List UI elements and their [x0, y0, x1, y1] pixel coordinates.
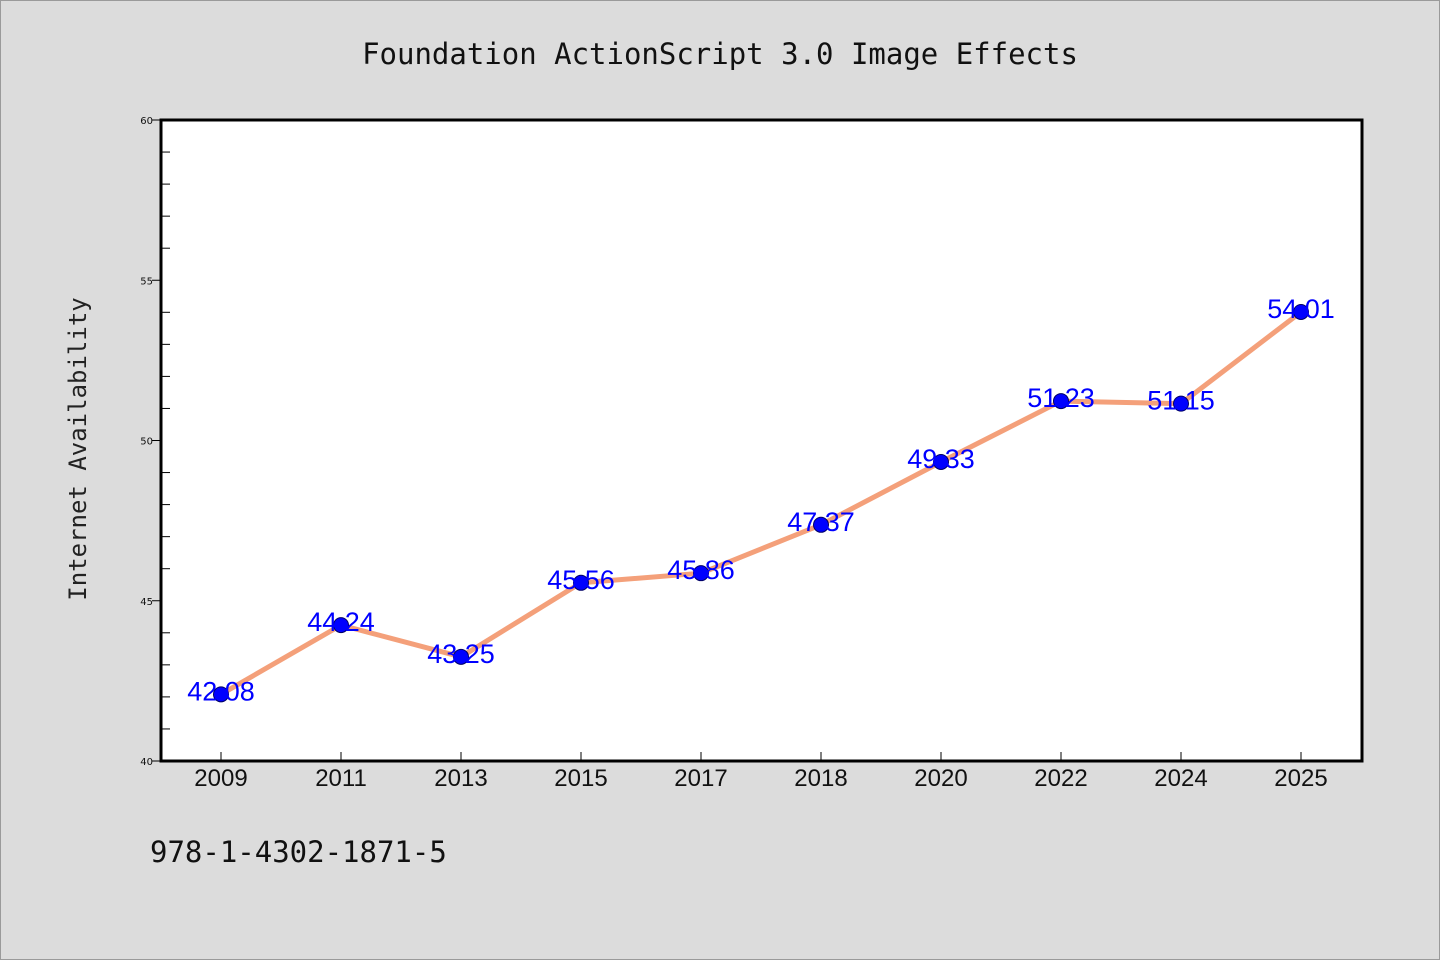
x-tick-label: 2018 [794, 765, 847, 792]
data-point-marker [813, 516, 829, 533]
x-tick-label: 2024 [1154, 765, 1207, 792]
isbn-note: 978-1-4302-1871-5 [150, 835, 447, 869]
series-line [218, 309, 1304, 697]
x-tick-label: 2013 [434, 765, 487, 792]
y-axis-label: Internet Availability [64, 297, 92, 600]
data-point-marker [1173, 395, 1189, 412]
y-axis: 40 45 50 55 60 [140, 116, 170, 768]
data-label: 44.24 [307, 607, 375, 637]
x-tick-label: 2009 [194, 765, 247, 792]
data-point-marker [933, 453, 949, 470]
y-tick-label: 60 [140, 116, 153, 127]
y-tick-label: 40 [140, 757, 153, 768]
x-tick-label: 2017 [674, 765, 727, 792]
data-labels: 42.08 44.24 43.25 45.56 45.86 47.37 49.33 51.23… [187, 294, 1335, 706]
data-point-marker [333, 617, 349, 634]
data-label: 49.33 [907, 444, 975, 474]
x-axis: 2009 2011 2013 2015 2017 2018 2020 2022 2024 2025 [194, 752, 1328, 792]
data-label: 45.56 [547, 565, 615, 595]
x-tick-label: 2015 [554, 765, 607, 792]
y-tick-label: 50 [140, 437, 153, 448]
data-label: 54.01 [1267, 294, 1335, 324]
x-tick-label: 2025 [1274, 765, 1327, 792]
data-point-marker [573, 574, 589, 591]
data-label: 45.86 [667, 555, 735, 585]
data-label: 43.25 [427, 639, 495, 669]
plot-area [159, 118, 1364, 763]
x-tick-label: 2020 [914, 765, 967, 792]
series-group [213, 303, 1309, 703]
y-tick-label: 55 [140, 276, 153, 287]
chart-title: Foundation ActionScript 3.0 Image Effect… [362, 37, 1078, 71]
data-point-marker [213, 686, 229, 703]
y-tick-label: 45 [140, 597, 153, 608]
data-label: 51.23 [1027, 383, 1095, 413]
x-tick-label: 2011 [315, 765, 367, 792]
x-tick-label: 2022 [1034, 765, 1087, 792]
data-point-marker [693, 565, 709, 582]
data-label: 42.08 [187, 676, 255, 706]
data-point-marker [1053, 393, 1069, 410]
data-label: 51.15 [1147, 386, 1215, 416]
data-point-marker [453, 648, 469, 665]
data-label: 47.37 [787, 507, 855, 537]
data-point-marker [1293, 303, 1309, 320]
